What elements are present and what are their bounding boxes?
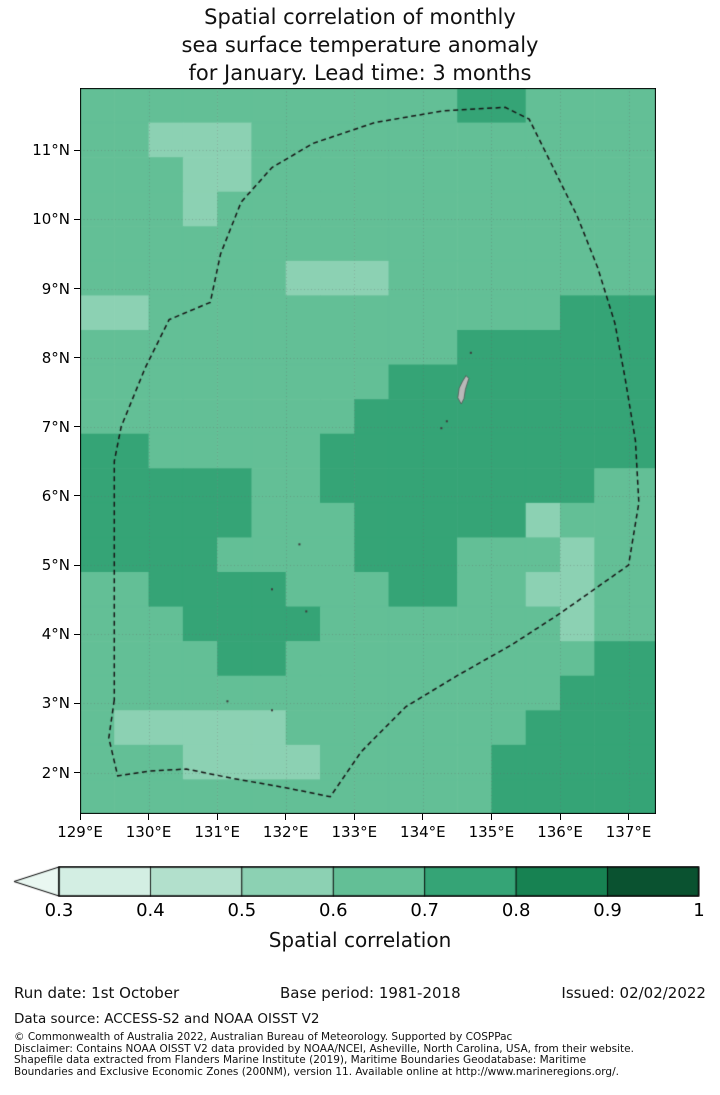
shapefile-credit-line-1: Shapefile data extracted from Flanders M… [14, 1055, 587, 1067]
x-tick-label: 133°E [331, 823, 378, 841]
y-tick-label: 2°N [41, 763, 70, 782]
y-axis-tick [74, 357, 80, 359]
x-axis-tick [285, 814, 287, 820]
colorbar-tick-label: 0.3 [44, 900, 74, 921]
colorbar-tick-label: 0.7 [410, 900, 440, 921]
x-axis-tick [628, 814, 630, 820]
x-axis-tick [559, 814, 561, 820]
data-source-text: Data source: ACCESS-S2 and NOAA OISST V2 [14, 1011, 320, 1027]
colorbar-tick-label: 0.5 [227, 900, 257, 921]
colorbar-tick-label: 0.8 [501, 900, 531, 921]
y-tick-label: 4°N [41, 625, 70, 644]
copyright-text: © Commonwealth of Australia 2022, Austra… [14, 1032, 513, 1043]
y-tick-label: 11°N [32, 141, 70, 160]
y-tick-label: 8°N [41, 348, 70, 367]
run-metadata-row: Run date: 1st October Base period: 1981-… [14, 984, 706, 1002]
x-tick-label: 132°E [262, 823, 309, 841]
y-axis-tick [74, 218, 80, 220]
x-tick-label: 136°E [537, 823, 583, 841]
y-tick-label: 6°N [41, 486, 70, 505]
colorbar-tick-label: 0.6 [318, 900, 348, 921]
x-tick-label: 130°E [125, 823, 172, 841]
issued-date-text: Issued: 02/02/2022 [561, 984, 706, 1002]
colorbar-tick-label: 1 [693, 900, 705, 921]
sst-correlation-map-canvas [80, 88, 656, 814]
x-axis-tick [422, 814, 424, 820]
colorbar-tick-label: 0.9 [593, 900, 622, 921]
y-axis-tick [74, 702, 80, 704]
x-axis-tick [148, 814, 150, 820]
x-tick-label: 137°E [605, 823, 652, 841]
y-axis-tick [74, 564, 80, 566]
x-axis-tick [79, 814, 81, 820]
x-axis-tick [216, 814, 218, 820]
y-tick-label: 10°N [32, 210, 70, 229]
y-tick-label: 7°N [41, 417, 70, 436]
map-plot-area: 129°E 130°E 131°E 132°E 133°E 134°E 135°E 136°E… [32, 88, 656, 841]
disclaimer-text: Disclaimer: Contains NOAA OISST V2 data … [14, 1043, 634, 1055]
x-tick-label: 134°E [400, 823, 446, 841]
fine-print: © Commonwealth of Australia 2022, Austra… [14, 1032, 720, 1078]
x-tick-label: 135°E [468, 823, 515, 841]
shapefile-credit-line-2: Boundaries and Exclusive Economic Zones … [14, 1066, 619, 1078]
y-tick-label: 5°N [41, 556, 70, 575]
chart-title-line-1: Spatial correlation of monthly [204, 5, 516, 29]
chart-title-line-2: sea surface temperature anomaly [181, 33, 539, 57]
chart-title-line-3: for January. Lead time: 3 months [188, 61, 532, 85]
y-axis-tick [74, 426, 80, 428]
x-axis-tick [490, 814, 492, 820]
colorbar-label: Spatial correlation [268, 928, 452, 952]
y-axis-tick [74, 288, 80, 289]
x-tick-label: 129°E [57, 823, 103, 841]
y-axis-tick [74, 495, 80, 497]
base-period-text: Base period: 1981-2018 [279, 984, 461, 1002]
colorbar-tick-label: 0.4 [136, 900, 165, 921]
y-tick-label: 9°N [41, 279, 70, 298]
y-axis-tick [74, 772, 80, 773]
chart-title: Spatial correlation of monthly sea surfa… [0, 3, 720, 87]
y-axis-tick [74, 149, 80, 151]
x-tick-label: 131°E [194, 823, 240, 841]
run-date-text: Run date: 1st October [14, 984, 180, 1002]
y-axis-tick [74, 633, 80, 635]
x-axis-tick [353, 814, 355, 820]
colorbar-tick-labels: 0.3 0.4 0.5 0.6 0.7 0.8 0.9 1 [13, 900, 705, 922]
y-tick-label: 3°N [41, 694, 70, 713]
colorbar [13, 866, 700, 897]
